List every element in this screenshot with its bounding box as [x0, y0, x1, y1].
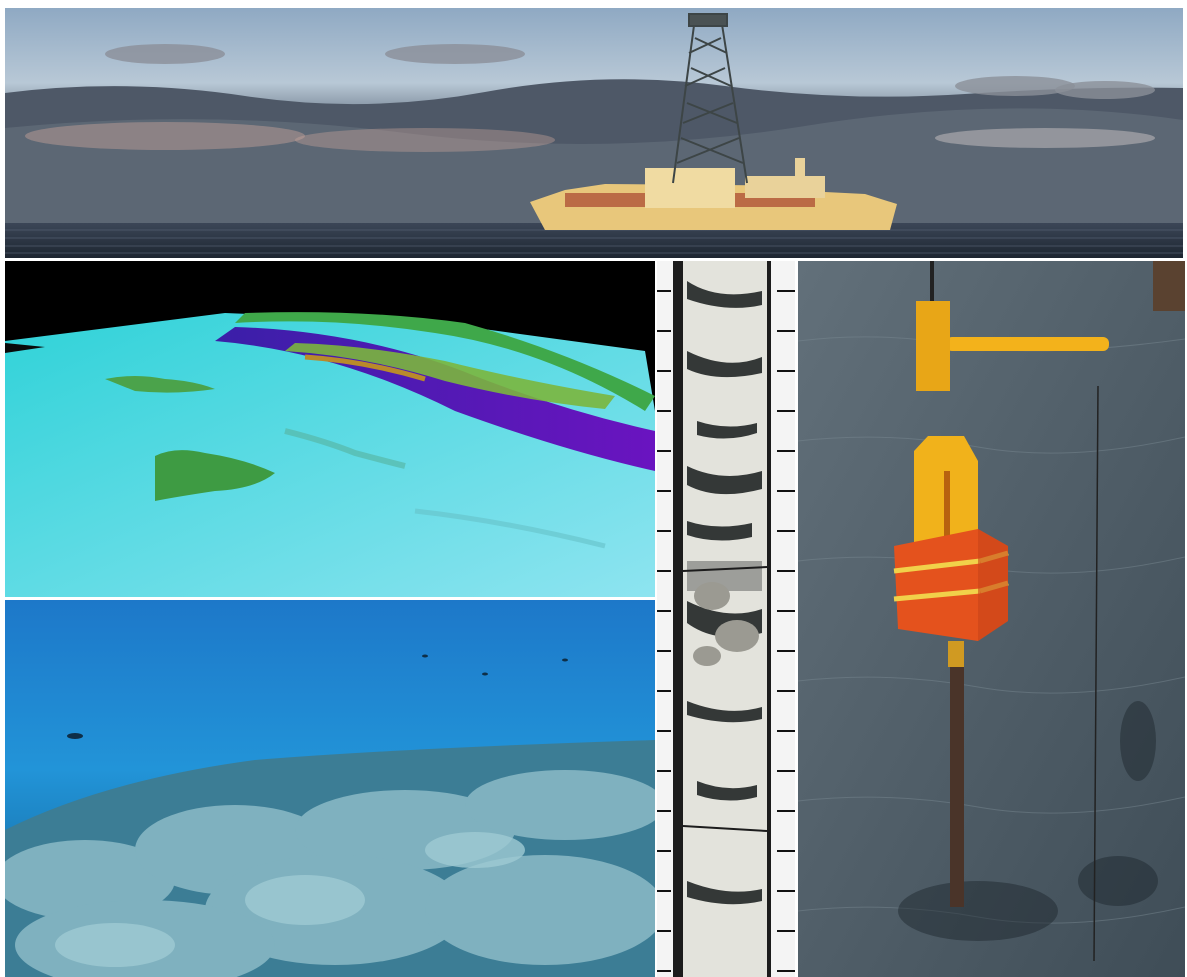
coring-device-photo [798, 261, 1185, 977]
drilling-ship-photo [5, 8, 1183, 258]
coral-reef-photo [5, 600, 655, 977]
sediment-core-photo [657, 261, 795, 977]
bathymetry-map [5, 261, 655, 597]
